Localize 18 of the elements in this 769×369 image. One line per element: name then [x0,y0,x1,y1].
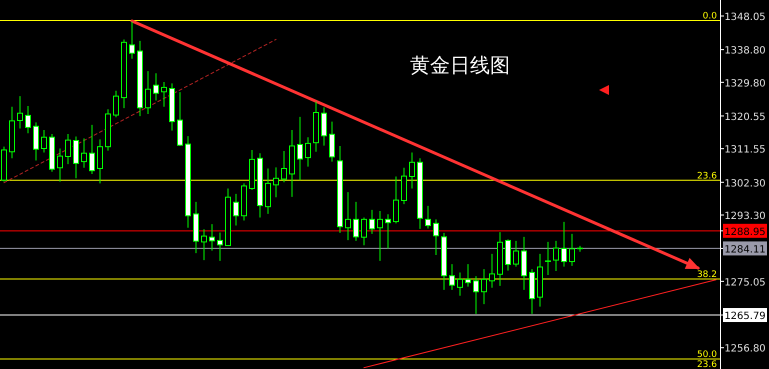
annotation: 50.0 [696,350,718,360]
annotation: 0.0 [702,12,718,22]
annotation: 38.2 [696,270,717,280]
annotation: 23.6 [696,171,718,182]
y-tick-label: 1265.79 [724,311,766,322]
y-tick-label: 1311.55 [724,144,766,156]
y-tick-label: 1338.80 [724,46,766,57]
y-tick-label: 1275.05 [724,277,766,288]
y-tick-label: 1348.05 [724,12,766,23]
y-tick-label: 1320.55 [724,112,766,123]
y-tick-label: 1329.80 [724,78,766,90]
y-tick-label: 1302.30 [724,178,766,190]
annotation: 23.6 [696,360,718,369]
y-tick-label: 1284.11 [724,244,766,256]
y-tick-label: 1293.30 [724,211,766,222]
y-tick-label: 1256.80 [724,344,766,355]
text: 黄金日线图 [410,53,510,77]
y-tick-label: 1288.95 [724,226,766,238]
